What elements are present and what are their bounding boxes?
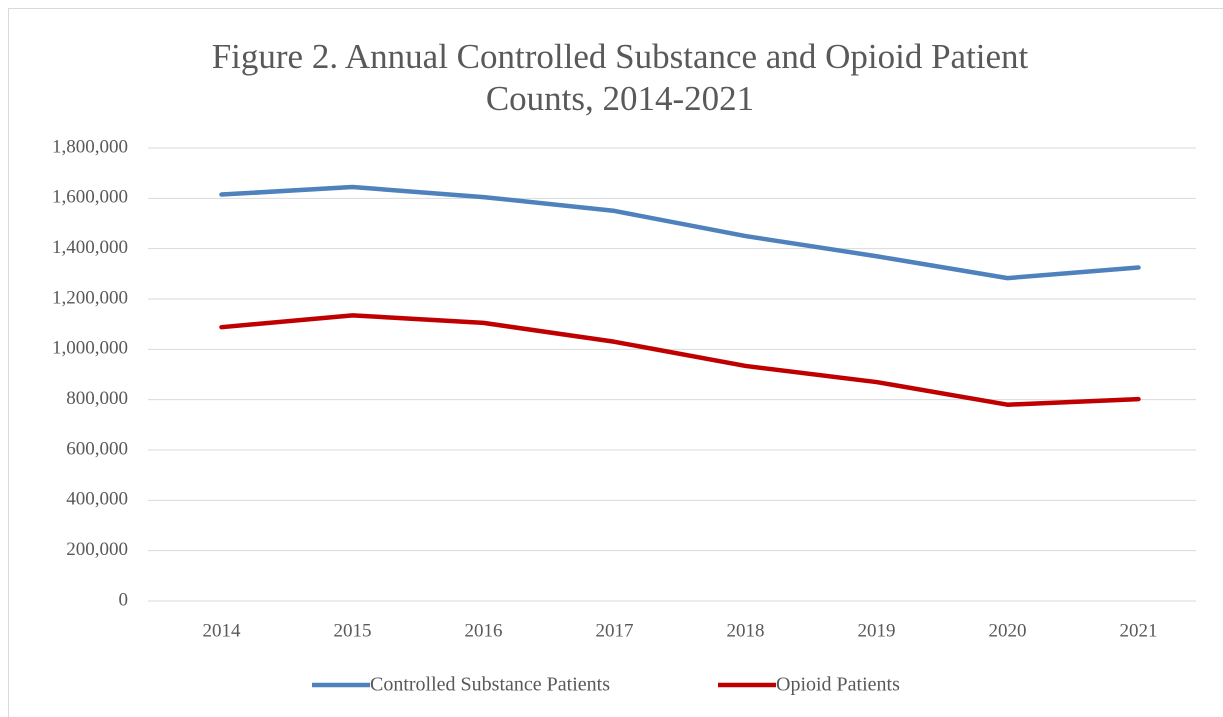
y-tick-label: 1,600,000 [52, 187, 128, 208]
y-tick-label: 600,000 [66, 438, 128, 459]
y-tick-label: 1,200,000 [52, 287, 128, 308]
x-tick-label: 2018 [727, 620, 765, 641]
y-tick-label: 1,400,000 [52, 237, 128, 258]
y-tick-label: 1,800,000 [52, 136, 128, 157]
series-line [219, 184, 1141, 281]
y-tick-label: 1,000,000 [52, 338, 128, 359]
x-tick-label: 2017 [596, 620, 634, 641]
chart-title: Figure 2. Annual Controlled Substance an… [211, 37, 1029, 118]
x-tick-label: 2019 [858, 620, 896, 641]
y-tick-label: 0 [119, 589, 129, 610]
y-tick-label: 200,000 [66, 539, 128, 560]
y-tick-label: 800,000 [66, 388, 128, 409]
x-tick-label: 2020 [989, 620, 1027, 641]
x-tick-label: 2021 [1120, 620, 1158, 641]
y-tick-label: 400,000 [66, 489, 128, 510]
legend-label: Controlled Substance Patients [370, 674, 610, 696]
x-tick-label: 2016 [465, 620, 503, 641]
x-tick-label: 2014 [203, 620, 242, 641]
series-line [219, 313, 1141, 407]
x-tick-label: 2015 [334, 620, 372, 641]
legend-label: Opioid Patients [776, 674, 900, 696]
chart-frame [8, 8, 1223, 717]
